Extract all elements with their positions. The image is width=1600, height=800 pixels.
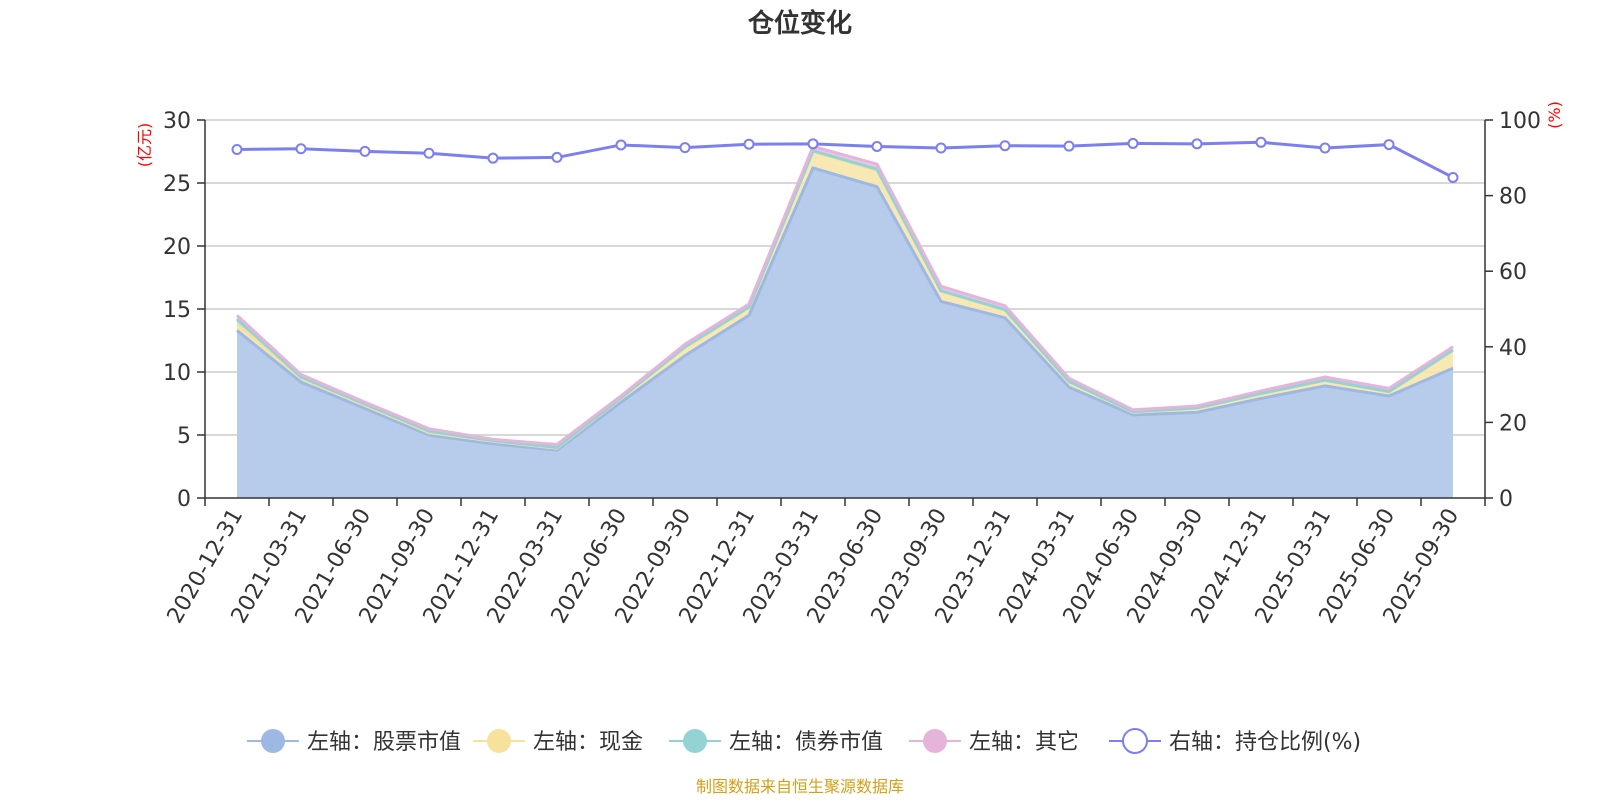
right-tick-label: 0 <box>1499 487 1513 512</box>
ratio-point <box>1383 139 1395 151</box>
left-tick-label: 0 <box>177 487 191 512</box>
legend-symbol <box>261 729 285 753</box>
left-tick-label: 5 <box>177 424 191 449</box>
ratio-point <box>1127 137 1139 149</box>
ratio-point <box>615 139 627 151</box>
right-tick-label: 60 <box>1499 260 1527 285</box>
ratio-point <box>487 152 499 164</box>
legend-label: 左轴：债券市值 <box>729 730 883 755</box>
ratio-point <box>807 138 819 150</box>
legend-label: 左轴：现金 <box>533 730 643 755</box>
legend-label: 左轴：股票市值 <box>307 730 461 755</box>
ratio-point <box>551 151 563 163</box>
ratio-point <box>935 142 947 154</box>
legend-symbol <box>683 729 707 753</box>
stacked-areas <box>235 144 1454 498</box>
ratio-point <box>231 143 243 155</box>
legend-item-5: 右轴：持仓比例(%) <box>1109 728 1361 755</box>
legend-item-4: 左轴：其它 <box>909 729 1079 755</box>
ratio-series-line <box>236 140 1454 179</box>
ratio-point <box>679 142 691 154</box>
right-tick-label: 40 <box>1499 336 1527 361</box>
legend-item-2: 左轴：现金 <box>473 729 643 755</box>
right-tick-label: 80 <box>1499 185 1527 210</box>
right-tick-label: 100 <box>1499 109 1541 134</box>
left-tick-label: 15 <box>163 298 191 323</box>
ratio-point <box>1447 171 1459 183</box>
legend-symbol <box>1122 728 1148 754</box>
right-tick-label: 20 <box>1499 411 1527 436</box>
left-tick-label: 10 <box>163 361 191 386</box>
ratio-point <box>1255 136 1267 148</box>
legend-item-1: 左轴：股票市值 <box>247 729 461 755</box>
chart-title: 仓位变化 <box>747 8 852 39</box>
legend-label: 左轴：其它 <box>969 730 1079 755</box>
left-tick-label: 20 <box>163 235 191 260</box>
area-series-1 <box>237 167 1453 498</box>
area-line-series-3 <box>235 149 1454 450</box>
left-tick-label: 30 <box>163 109 191 134</box>
left-tick-label: 25 <box>163 172 191 197</box>
right-axis-unit: (%) <box>1545 101 1564 129</box>
area-line-series-1 <box>236 166 1454 452</box>
ratio-point <box>295 143 307 155</box>
legend-symbol <box>487 729 511 753</box>
legend: 左轴：股票市值 左轴：现金 左轴：债券市值 左轴：其它 右轴：持仓比例(%) <box>247 728 1361 755</box>
legend-item-3: 左轴：债券市值 <box>669 729 883 755</box>
ratio-point <box>743 138 755 150</box>
legend-symbol <box>923 729 947 753</box>
ratio-point <box>999 140 1011 152</box>
ratio-point <box>1191 138 1203 150</box>
ratio-point <box>1319 142 1331 154</box>
ratio-point <box>1063 140 1075 152</box>
ratio-point <box>423 147 435 159</box>
legend-label: 右轴：持仓比例(%) <box>1169 730 1361 755</box>
ratio-point <box>871 140 883 152</box>
ratio-line <box>231 136 1459 183</box>
ratio-point <box>359 145 371 157</box>
left-axis-unit: (亿元) <box>135 123 154 168</box>
source-note: 制图数据来自恒生聚源数据库 <box>696 777 904 796</box>
area-line-series-4 <box>235 144 1454 446</box>
